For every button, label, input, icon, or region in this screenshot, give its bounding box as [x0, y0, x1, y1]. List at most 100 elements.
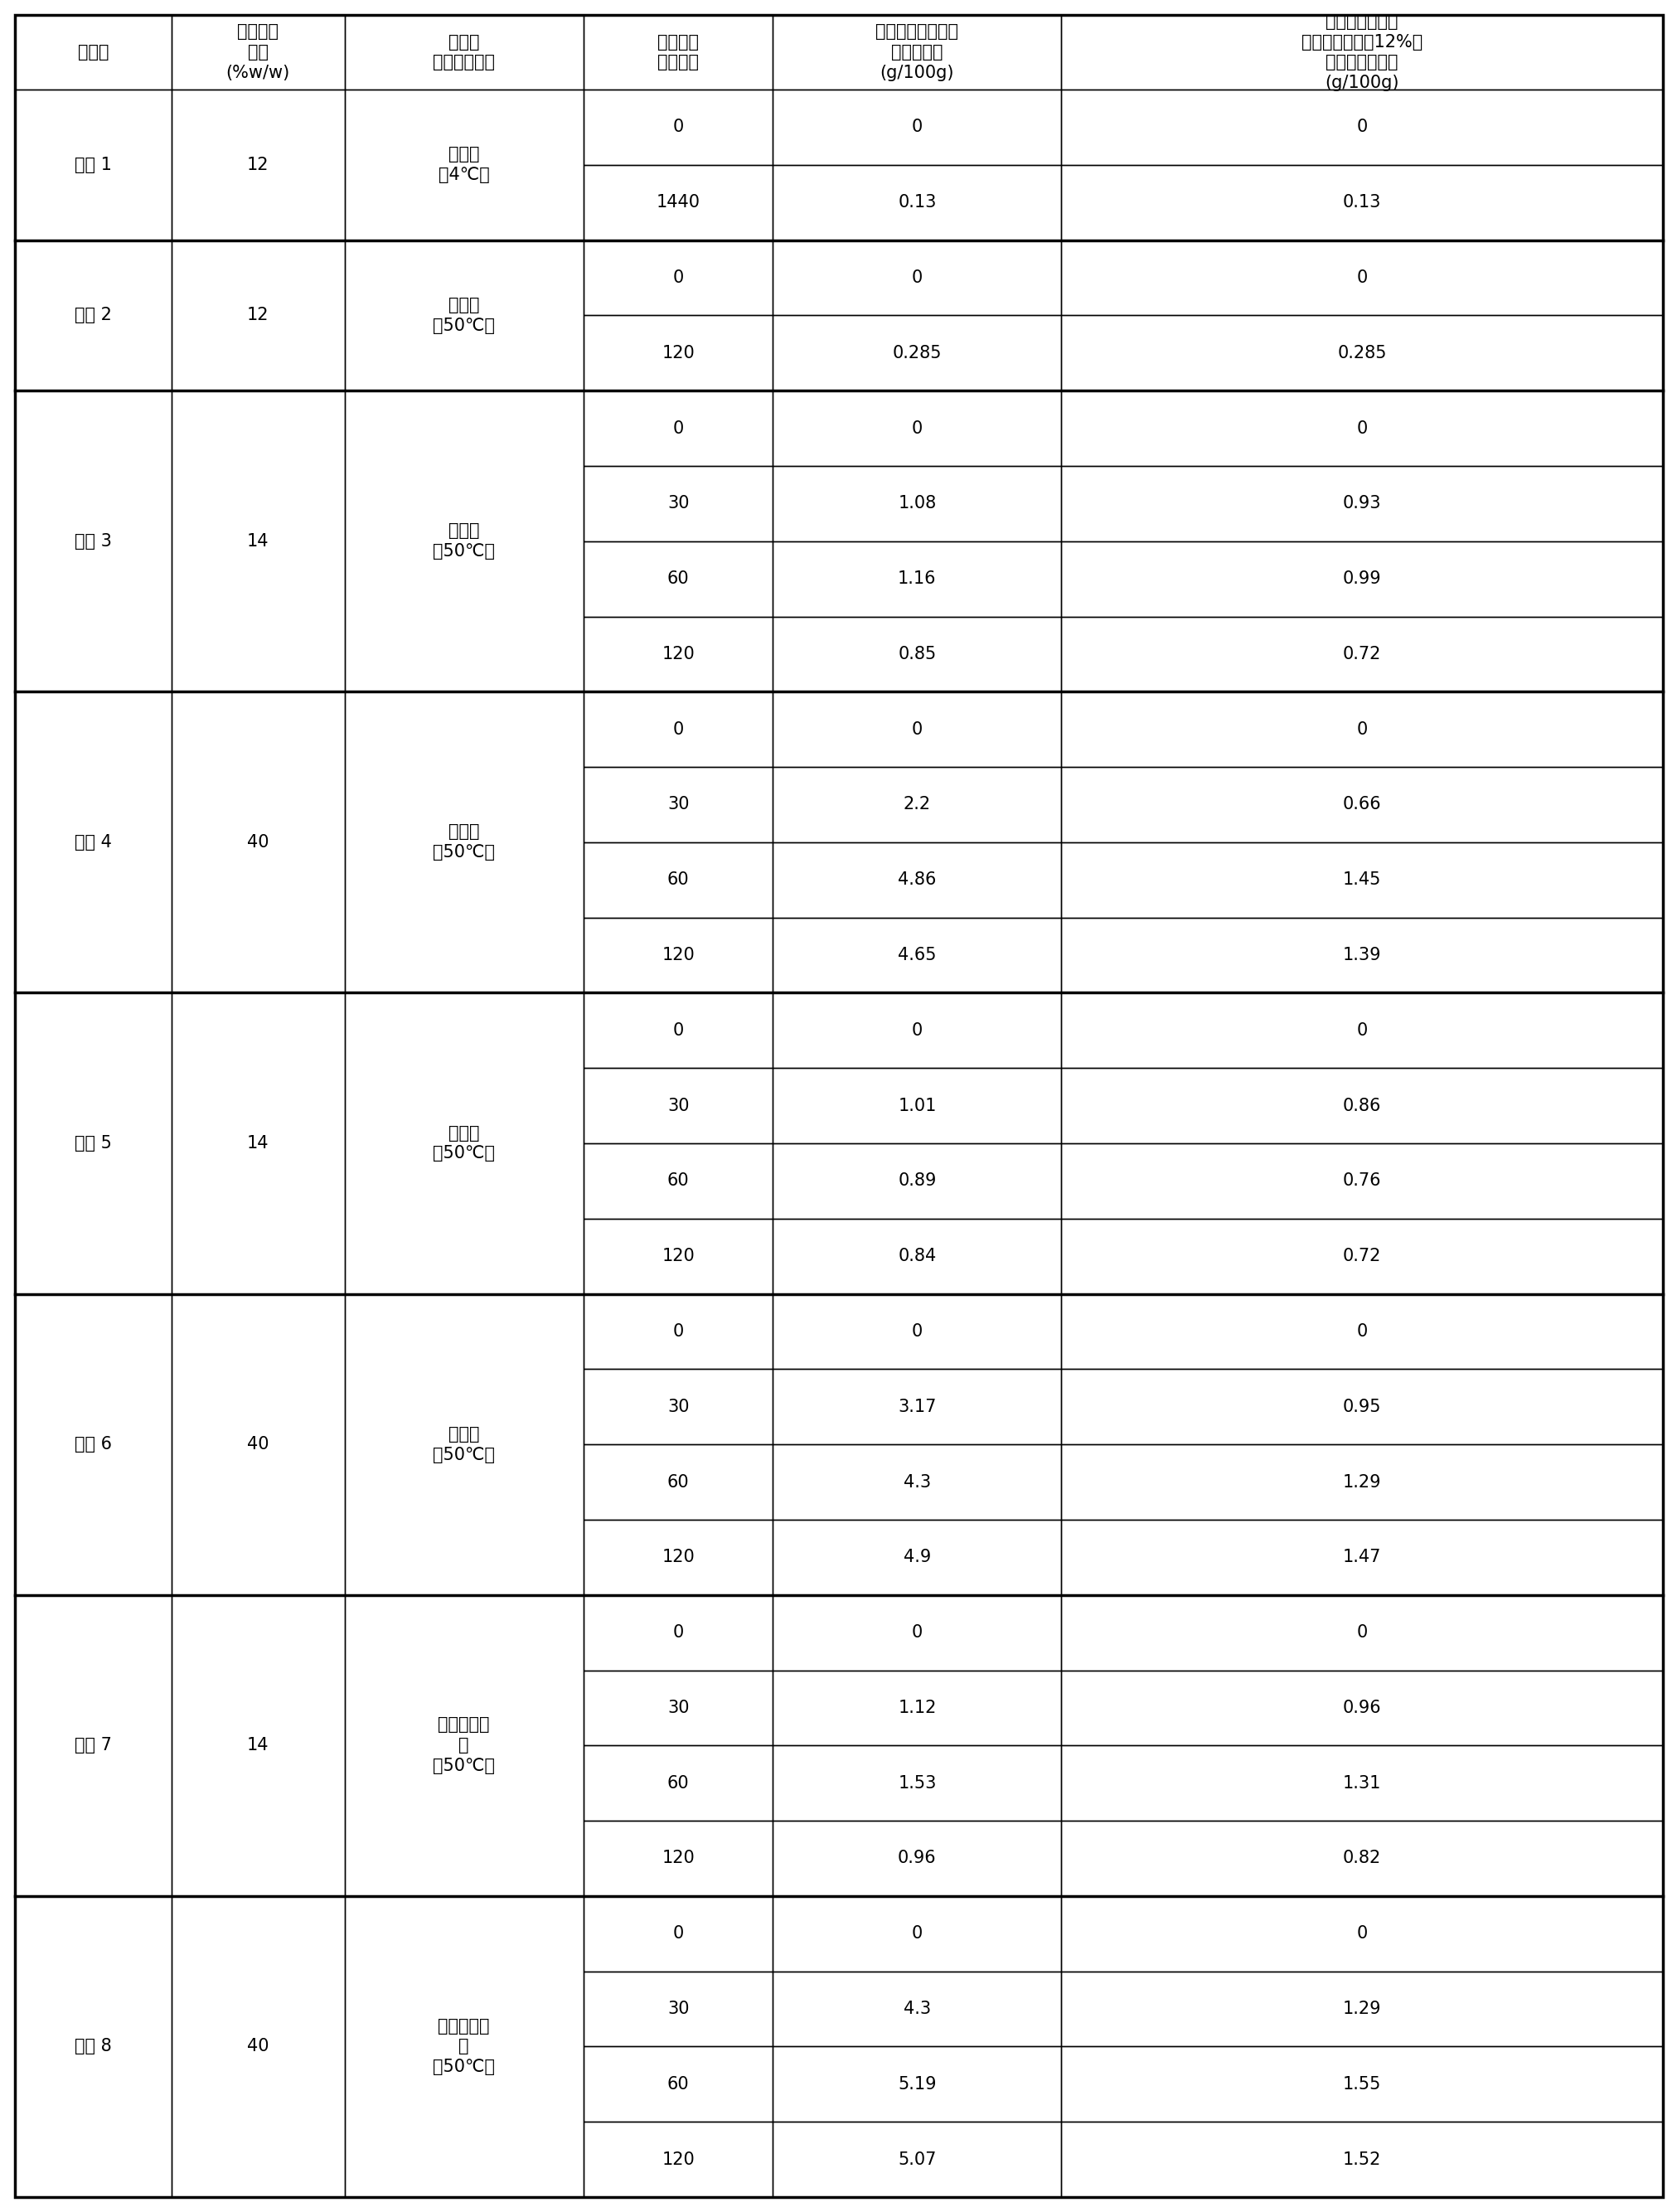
Text: 0.66: 0.66: [1342, 796, 1380, 812]
Text: 0: 0: [672, 420, 684, 436]
Text: 14: 14: [247, 533, 268, 549]
Text: 实例 6: 实例 6: [74, 1436, 112, 1453]
Text: 1.08: 1.08: [897, 495, 936, 511]
Bar: [15, 993, 171, 1294]
Text: 1.39: 1.39: [1342, 947, 1380, 964]
Bar: [773, 1520, 1062, 1595]
Text: 0: 0: [911, 1323, 922, 1340]
Bar: [1062, 1219, 1662, 1294]
Text: 0: 0: [1357, 420, 1367, 436]
Text: 120: 120: [661, 2150, 694, 2168]
Bar: [171, 88, 344, 241]
Text: 0: 0: [911, 119, 922, 135]
Bar: [584, 692, 773, 768]
Bar: [773, 1670, 1062, 1745]
Text: 0.82: 0.82: [1342, 1849, 1380, 1867]
Bar: [344, 993, 584, 1294]
Text: 酵母菌
（50℃）: 酵母菌 （50℃）: [433, 1124, 495, 1161]
Bar: [773, 1896, 1062, 1971]
Text: 曲霉菌
（50℃）: 曲霉菌 （50℃）: [433, 296, 495, 334]
Bar: [773, 1595, 1062, 1670]
Bar: [584, 1369, 773, 1444]
Text: 0.72: 0.72: [1342, 646, 1380, 661]
Text: 40: 40: [247, 834, 268, 852]
Text: 0: 0: [1357, 119, 1367, 135]
Bar: [344, 1294, 584, 1595]
Bar: [344, 1896, 584, 2197]
Bar: [584, 2121, 773, 2197]
Text: 酶来源
（反应温度）: 酶来源 （反应温度）: [433, 33, 495, 71]
Text: 实例 1: 实例 1: [74, 157, 112, 173]
Bar: [773, 166, 1062, 241]
Text: 14: 14: [247, 1135, 268, 1152]
Bar: [1062, 15, 1662, 88]
Text: 0: 0: [1357, 1022, 1367, 1040]
Bar: [15, 392, 171, 692]
Text: 120: 120: [661, 1548, 694, 1566]
Bar: [584, 166, 773, 241]
Text: 30: 30: [667, 2000, 689, 2017]
Text: 0: 0: [1357, 721, 1367, 737]
Text: 曲霉菌
（50℃）: 曲霉菌 （50℃）: [433, 522, 495, 560]
Bar: [584, 1670, 773, 1745]
Text: 30: 30: [667, 796, 689, 812]
Text: 实例 7: 实例 7: [74, 1736, 112, 1754]
Bar: [584, 241, 773, 316]
Bar: [773, 316, 1062, 392]
Text: 0: 0: [911, 1022, 922, 1040]
Text: 实例 4: 实例 4: [74, 834, 112, 852]
Bar: [15, 1595, 171, 1896]
Bar: [171, 692, 344, 993]
Text: 12: 12: [247, 157, 268, 173]
Bar: [344, 392, 584, 692]
Text: 实施例: 实施例: [77, 44, 109, 60]
Text: 0.96: 0.96: [1342, 1699, 1380, 1717]
Bar: [773, 617, 1062, 692]
Bar: [773, 918, 1062, 993]
Bar: [584, 1520, 773, 1595]
Bar: [584, 542, 773, 617]
Bar: [584, 15, 773, 88]
Text: 0: 0: [672, 721, 684, 737]
Bar: [773, 1820, 1062, 1896]
Text: 4.65: 4.65: [897, 947, 936, 964]
Bar: [773, 1971, 1062, 2046]
Bar: [584, 88, 773, 166]
Bar: [584, 1971, 773, 2046]
Bar: [584, 1144, 773, 1219]
Text: 40: 40: [247, 2037, 268, 2055]
Bar: [584, 1896, 773, 1971]
Bar: [1062, 692, 1662, 768]
Text: 0.86: 0.86: [1342, 1097, 1380, 1115]
Bar: [344, 241, 584, 392]
Bar: [773, 1068, 1062, 1144]
Text: 酶处理乳产物低聚
半乳糖含量
(g/100g): 酶处理乳产物低聚 半乳糖含量 (g/100g): [875, 24, 958, 82]
Bar: [1062, 467, 1662, 542]
Bar: [584, 1444, 773, 1520]
Bar: [171, 392, 344, 692]
Bar: [15, 241, 171, 392]
Text: 4.86: 4.86: [897, 872, 936, 889]
Bar: [584, 2046, 773, 2121]
Text: 30: 30: [667, 495, 689, 511]
Text: 1.29: 1.29: [1342, 1473, 1380, 1491]
Text: 5.19: 5.19: [897, 2075, 936, 2093]
Bar: [773, 692, 1062, 768]
Bar: [773, 2121, 1062, 2197]
Bar: [773, 993, 1062, 1068]
Text: 40: 40: [247, 1436, 268, 1453]
Bar: [1062, 2121, 1662, 2197]
Text: 1.47: 1.47: [1342, 1548, 1380, 1566]
Bar: [773, 843, 1062, 918]
Bar: [1062, 241, 1662, 316]
Bar: [773, 88, 1062, 166]
Bar: [1062, 1068, 1662, 1144]
Text: 2.2: 2.2: [902, 796, 931, 812]
Bar: [584, 617, 773, 692]
Bar: [773, 1444, 1062, 1520]
Bar: [171, 1896, 344, 2197]
Text: 60: 60: [667, 1774, 689, 1792]
Text: 0: 0: [672, 270, 684, 285]
Text: 0: 0: [1357, 1624, 1367, 1641]
Bar: [584, 392, 773, 467]
